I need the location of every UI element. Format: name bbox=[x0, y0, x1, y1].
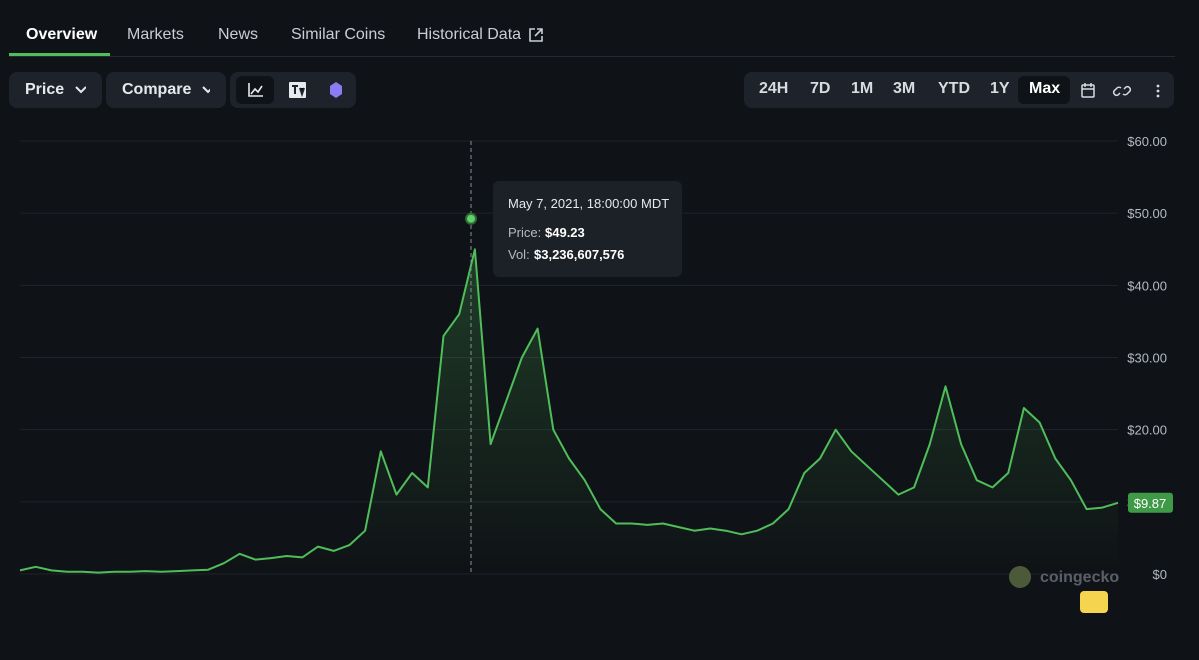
compare-dropdown[interactable]: Compare bbox=[106, 72, 226, 108]
chart-type-group bbox=[230, 72, 356, 108]
y-tick-label: $40.00 bbox=[1127, 278, 1167, 293]
tool-icons[interactable] bbox=[1080, 82, 1170, 100]
tab[interactable]: Markets bbox=[127, 26, 184, 43]
range[interactable]: YTD bbox=[938, 80, 970, 97]
tooltip-date: May 7, 2021, 18:00:00 MDT bbox=[508, 196, 669, 211]
tooltip-price: $49.23 bbox=[545, 225, 585, 240]
chart-type-icons[interactable] bbox=[234, 75, 352, 105]
last-price-tag bbox=[1128, 492, 1173, 513]
tooltip bbox=[493, 181, 682, 277]
label: Compare bbox=[122, 81, 192, 98]
range[interactable]: 3M bbox=[893, 80, 916, 97]
tab[interactable]: Overview bbox=[26, 26, 98, 43]
divider bbox=[9, 56, 1175, 57]
range[interactable]: 1Y bbox=[990, 80, 1010, 97]
tooltip-volume: $3,236,607,576 bbox=[534, 247, 624, 262]
tooltip-caption: Vol: bbox=[508, 247, 530, 262]
y-tick-label: $50.00 bbox=[1127, 206, 1167, 221]
tab[interactable]: Similar Coins bbox=[291, 26, 386, 43]
price-line bbox=[19, 248, 1119, 574]
area bbox=[20, 249, 1118, 575]
tab[interactable]: News bbox=[218, 26, 259, 43]
price-dropdown[interactable]: Price bbox=[9, 72, 102, 108]
label: Price bbox=[25, 81, 65, 98]
tab-underline bbox=[9, 53, 110, 56]
range[interactable]: 24H bbox=[759, 80, 789, 97]
range[interactable]: 7D bbox=[810, 80, 831, 97]
y-tick-label: $0 bbox=[1153, 567, 1167, 582]
tab[interactable]: Historical Data bbox=[417, 26, 522, 43]
y-tick-label: $30.00 bbox=[1127, 351, 1167, 366]
external-icon bbox=[529, 28, 543, 42]
range[interactable]: 1M bbox=[851, 80, 874, 97]
last-price-label: $9.87 bbox=[1134, 496, 1167, 511]
range-group bbox=[744, 72, 1174, 108]
range[interactable]: Max bbox=[1029, 80, 1061, 97]
y-tick-label: $20.00 bbox=[1127, 423, 1167, 438]
y-tick-label: $60.00 bbox=[1127, 134, 1167, 149]
tooltip-caption: Price: bbox=[508, 225, 541, 240]
hover-dot-core bbox=[467, 214, 475, 223]
